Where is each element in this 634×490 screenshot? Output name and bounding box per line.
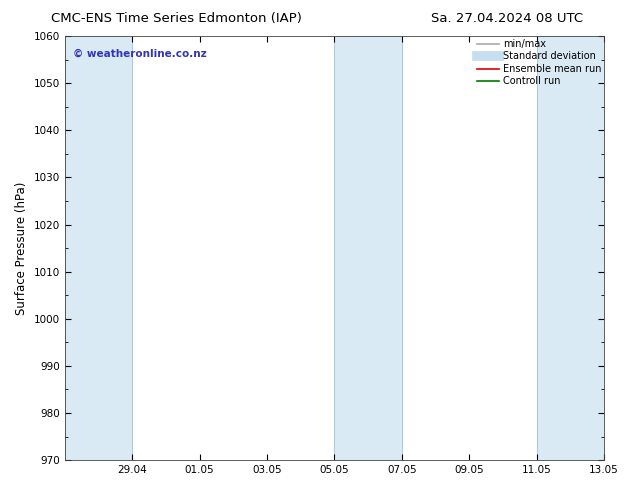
Bar <box>65 36 132 460</box>
Text: CMC-ENS Time Series Edmonton (IAP): CMC-ENS Time Series Edmonton (IAP) <box>51 12 302 25</box>
Text: © weatheronline.co.nz: © weatheronline.co.nz <box>73 49 207 59</box>
Bar <box>537 36 604 460</box>
Y-axis label: Surface Pressure (hPa): Surface Pressure (hPa) <box>15 181 28 315</box>
Text: Sa. 27.04.2024 08 UTC: Sa. 27.04.2024 08 UTC <box>431 12 583 25</box>
Bar <box>334 36 402 460</box>
Legend: min/max, Standard deviation, Ensemble mean run, Controll run: min/max, Standard deviation, Ensemble me… <box>477 39 601 86</box>
